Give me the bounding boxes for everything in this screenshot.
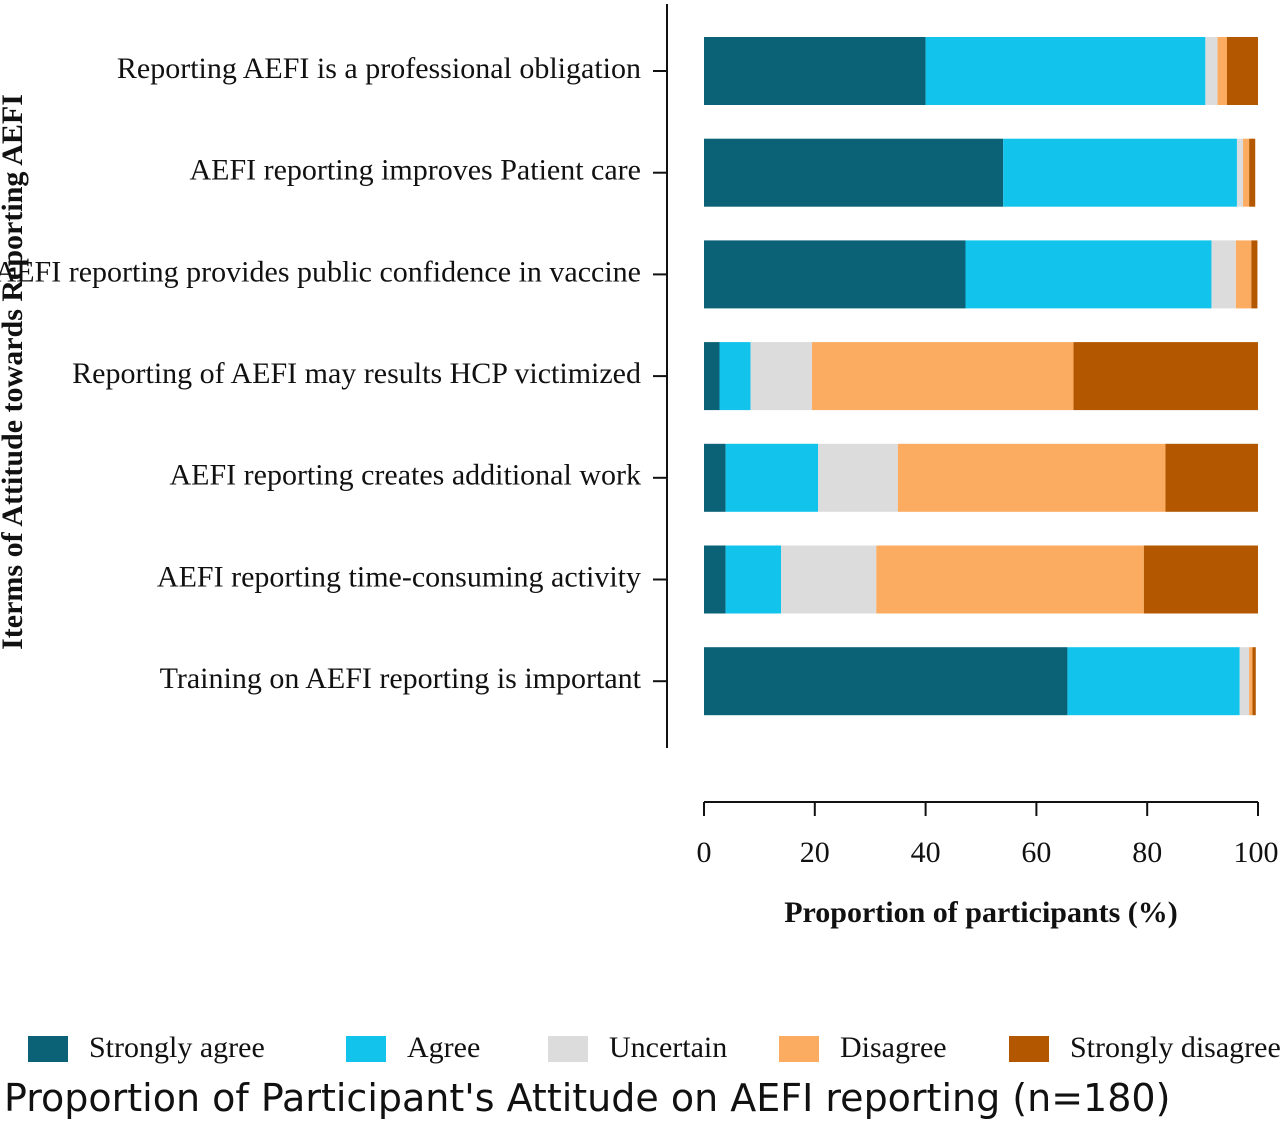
bar-segment xyxy=(818,443,898,512)
bar-segment xyxy=(1235,240,1252,309)
bar-segment xyxy=(1217,37,1227,105)
bar-segment xyxy=(1249,647,1253,716)
category-labels: Reporting AEFI is a professional obligat… xyxy=(0,52,642,695)
legend-label: Agree xyxy=(407,1031,480,1064)
category-label: AEFI reporting improves Patient care xyxy=(189,154,641,187)
bar-segment xyxy=(1165,443,1258,512)
x-tick-label: 40 xyxy=(911,836,941,869)
legend-swatch xyxy=(1009,1036,1049,1062)
bar-segment xyxy=(1143,545,1258,614)
bar-segment xyxy=(781,545,877,614)
bar-segment xyxy=(704,37,926,105)
bar-segment xyxy=(1243,138,1250,207)
legend-swatch xyxy=(346,1036,386,1062)
y-axis-title: Iterms of Attitude towards Reporting AEF… xyxy=(0,94,29,650)
bar-segment xyxy=(704,240,966,309)
bar-segment xyxy=(1067,647,1240,716)
x-tick-label: 80 xyxy=(1132,836,1162,869)
bar-segment xyxy=(725,443,819,512)
category-label: AEFI reporting creates additional work xyxy=(169,459,641,492)
x-tick-label: 100 xyxy=(1234,836,1279,869)
y-ticks xyxy=(653,70,667,683)
bar-segment xyxy=(704,647,1068,716)
legend-label: Uncertain xyxy=(609,1031,727,1064)
bar-segment xyxy=(812,342,1074,411)
bar-segment xyxy=(1236,138,1244,207)
bar-segment xyxy=(725,545,782,614)
bar-segment xyxy=(1205,37,1218,105)
category-label: Reporting of AEFI may results HCP victim… xyxy=(72,357,641,390)
bar-segment xyxy=(1251,240,1258,309)
bar-segment xyxy=(1249,138,1256,207)
figure-caption: Proportion of Participant's Attitude on … xyxy=(4,1076,1171,1120)
legend-label: Disagree xyxy=(840,1031,947,1064)
category-label: Training on AEFI reporting is important xyxy=(160,662,642,695)
bars-group xyxy=(704,37,1258,716)
bar-segment xyxy=(897,443,1166,512)
bar-segment xyxy=(1003,138,1237,207)
x-tick-label: 60 xyxy=(1021,836,1051,869)
x-axis-title: Proportion of participants (%) xyxy=(784,896,1178,929)
category-label: AEFI reporting provides public confidenc… xyxy=(0,255,641,288)
bar-segment xyxy=(925,37,1206,105)
bar-segment xyxy=(750,342,813,411)
legend-swatch xyxy=(548,1036,588,1062)
x-tick-label: 0 xyxy=(697,836,712,869)
bar-segment xyxy=(1252,647,1256,716)
legend-label: Strongly disagree xyxy=(1070,1031,1280,1064)
x-ticks: 0 20 40 60 80 100 xyxy=(697,802,1279,869)
x-tick-label: 20 xyxy=(800,836,830,869)
bar-segment xyxy=(704,443,726,512)
legend-swatch xyxy=(28,1036,68,1062)
bar-segment xyxy=(704,545,726,614)
bar-segment xyxy=(1226,37,1258,105)
bar-segment xyxy=(965,240,1212,309)
bar-segment xyxy=(1239,647,1250,716)
bar-segment xyxy=(876,545,1144,614)
bar-segment xyxy=(1073,342,1258,411)
bar-segment xyxy=(704,138,1004,207)
legend: Strongly agree Agree Uncertain Disagree Stro… xyxy=(28,1031,1280,1064)
bar-segment xyxy=(719,342,751,411)
category-label: AEFI reporting time-consuming activity xyxy=(157,560,641,593)
legend-label: Strongly agree xyxy=(89,1031,265,1064)
bar-segment xyxy=(704,342,720,411)
legend-swatch xyxy=(779,1036,819,1062)
category-label: Reporting AEFI is a professional obligat… xyxy=(117,52,641,85)
bar-segment xyxy=(1211,240,1236,309)
